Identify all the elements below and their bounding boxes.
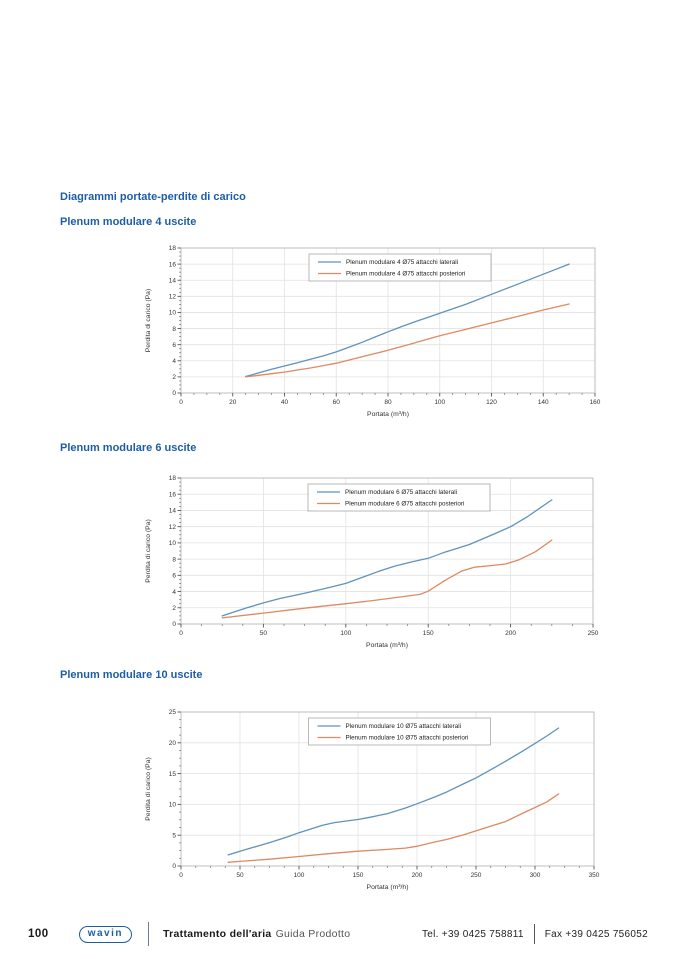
footer-contact-divider (533, 924, 535, 944)
svg-text:350: 350 (589, 872, 600, 879)
svg-text:16: 16 (169, 491, 177, 498)
doc-subtitle: Guida Prodotto (275, 928, 351, 940)
svg-text:15: 15 (169, 771, 177, 778)
x-axis-title: Portata (m³/h) (366, 642, 408, 649)
svg-text:0: 0 (179, 630, 183, 637)
svg-text:Plenum modulare 4 Ø75 attacchi: Plenum modulare 4 Ø75 attacchi posterior… (346, 271, 465, 278)
svg-text:120: 120 (486, 399, 497, 406)
svg-text:Plenum modulare 4 Ø75 attacchi: Plenum modulare 4 Ø75 attacchi laterali (346, 259, 458, 266)
footer-contacts: Tel. +39 0425 758811 Fax +39 0425 756052 (422, 924, 648, 944)
svg-text:160: 160 (590, 399, 601, 406)
wavin-logo: wavin (78, 925, 132, 943)
y-axis-title: Perdita di carico (Pa) (145, 519, 152, 582)
svg-text:300: 300 (530, 872, 541, 879)
svg-text:2: 2 (172, 374, 176, 381)
svg-text:0: 0 (172, 390, 176, 397)
svg-text:0: 0 (172, 621, 176, 628)
svg-text:18: 18 (169, 245, 177, 252)
y-axis-title: Perdita di carico (Pa) (145, 757, 152, 820)
svg-text:100: 100 (434, 399, 445, 406)
svg-text:16: 16 (169, 261, 177, 268)
svg-text:25: 25 (169, 709, 177, 716)
page-number: 100 (28, 928, 49, 940)
svg-text:10: 10 (169, 310, 177, 317)
svg-text:200: 200 (412, 872, 423, 879)
section-title-plenum-6: Plenum modulare 6 uscite (60, 442, 197, 454)
svg-text:20: 20 (169, 740, 177, 747)
svg-text:6: 6 (172, 573, 176, 580)
footer-divider (147, 922, 149, 946)
svg-text:0: 0 (172, 863, 176, 870)
svg-text:12: 12 (169, 294, 177, 301)
svg-text:0: 0 (179, 399, 183, 406)
svg-text:20: 20 (229, 399, 237, 406)
line-chart-svg: 0 50 100 150 200 250 0 2 4 6 8 10 12 14 16 18 Portata (m… (145, 475, 599, 649)
svg-text:14: 14 (169, 277, 177, 284)
line-chart-svg: 0 50 100 150 200 250 300 350 0 5 10 15 20 25 Portata (… (145, 709, 600, 891)
svg-text:50: 50 (236, 872, 244, 879)
footer-fax: Fax +39 0425 756052 (544, 928, 648, 940)
svg-text:200: 200 (505, 630, 516, 637)
svg-text:0: 0 (179, 872, 183, 879)
svg-text:100: 100 (340, 630, 351, 637)
line-chart-svg: 0 20 40 60 80 100 120 140 160 0 2 4 6 8 10 12 14 16 18 Port… (145, 245, 601, 418)
doc-title: Trattamento dell'aria (162, 928, 272, 940)
svg-text:100: 100 (294, 872, 305, 879)
document-title-group: Trattamento dell'aria Guida Prodotto (163, 928, 350, 940)
page-footer: 100 wavin Trattamento dell'aria Guida Pro… (0, 914, 678, 954)
legend-box (307, 483, 491, 512)
svg-text:250: 250 (588, 630, 599, 637)
svg-text:150: 150 (423, 630, 434, 637)
svg-text:8: 8 (172, 556, 176, 563)
section-title-plenum-4: Plenum modulare 4 uscite (60, 216, 197, 228)
svg-text:12: 12 (169, 524, 177, 531)
svg-text:50: 50 (260, 630, 268, 637)
page-title: Diagrammi portate-perdite di carico (60, 191, 246, 203)
x-axis-title: Portata (m³/h) (367, 884, 409, 891)
svg-text:140: 140 (538, 399, 549, 406)
footer-tel: Tel. +39 0425 758811 (421, 928, 524, 940)
svg-text:18: 18 (169, 475, 177, 482)
svg-text:150: 150 (353, 872, 364, 879)
svg-text:Plenum modulare 6 Ø75 attacchi: Plenum modulare 6 Ø75 attacchi posterior… (345, 501, 464, 508)
section-title-plenum-10: Plenum modulare 10 uscite (60, 669, 203, 681)
y-axis-title: Perdita di carico (Pa) (145, 289, 152, 352)
chart-plenum-4-uscite: 0 20 40 60 80 100 120 140 160 0 2 4 6 8 10 12 14 16 18 Port… (139, 242, 605, 428)
svg-text:40: 40 (281, 399, 289, 406)
svg-text:10: 10 (169, 540, 177, 547)
svg-text:8: 8 (172, 326, 176, 333)
svg-text:6: 6 (172, 342, 176, 349)
svg-text:4: 4 (172, 589, 176, 596)
svg-text:80: 80 (384, 399, 392, 406)
x-axis-title: Portata (m³/h) (367, 411, 409, 418)
chart-plenum-6-uscite: 0 50 100 150 200 250 0 2 4 6 8 10 12 14 16 18 Portata (m… (139, 472, 603, 659)
svg-text:2: 2 (172, 605, 176, 612)
svg-text:Plenum modulare 10 Ø75 attacch: Plenum modulare 10 Ø75 attacchi posterio… (346, 735, 469, 742)
svg-text:5: 5 (172, 832, 176, 839)
svg-text:Plenum modulare 6 Ø75 attacchi: Plenum modulare 6 Ø75 attacchi laterali (345, 489, 457, 496)
svg-text:250: 250 (471, 872, 482, 879)
legend-box (308, 717, 491, 746)
wavin-logo-text: wavin (87, 927, 123, 939)
svg-text:4: 4 (172, 358, 176, 365)
svg-text:Plenum modulare 10 Ø75 attacch: Plenum modulare 10 Ø75 attacchi laterali (346, 723, 462, 730)
svg-text:60: 60 (333, 399, 341, 406)
svg-text:14: 14 (169, 508, 177, 515)
svg-text:10: 10 (169, 802, 177, 809)
chart-plenum-10-uscite: 0 50 100 150 200 250 300 350 0 5 10 15 20 25 Portata (… (139, 706, 604, 901)
legend-box (308, 253, 492, 282)
